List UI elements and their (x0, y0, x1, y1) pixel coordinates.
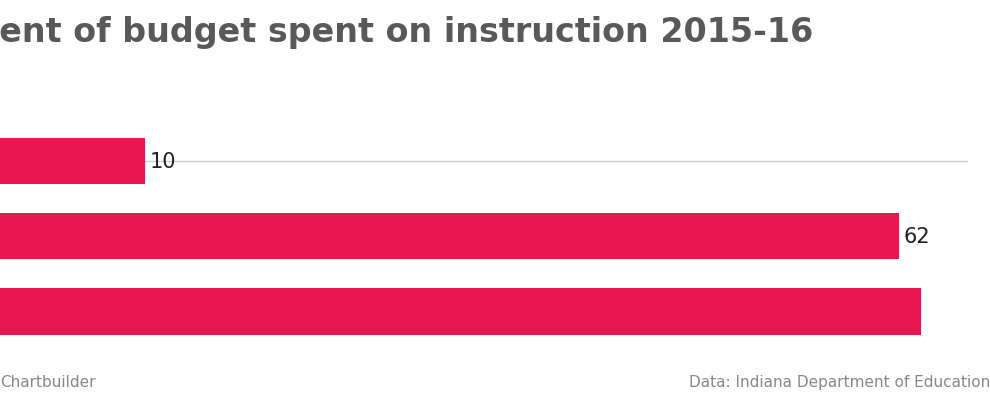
Text: Percent of budget spent on instruction 2015-16: Percent of budget spent on instruction 2… (0, 16, 813, 49)
Bar (0, 213, 899, 260)
Text: Data: Indiana Department of Education: Data: Indiana Department of Education (689, 374, 990, 389)
Bar (0, 138, 145, 185)
Text: Chartbuilder: Chartbuilder (0, 374, 95, 389)
Text: 10: 10 (149, 152, 176, 172)
Text: 62: 62 (903, 227, 930, 247)
Bar (0, 288, 957, 335)
